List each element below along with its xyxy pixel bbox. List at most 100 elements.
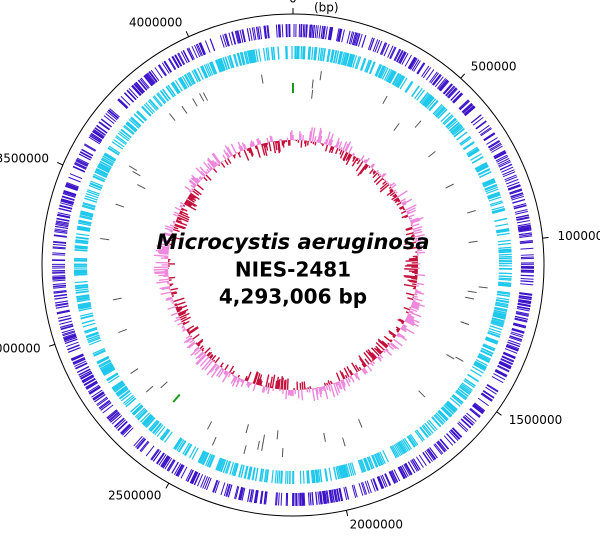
gene-forward (125, 93, 134, 102)
rna-feature (456, 357, 464, 361)
tick-mark (543, 237, 549, 238)
gene-reverse (406, 82, 413, 93)
gene-forward (58, 316, 71, 319)
gc-skew (380, 355, 383, 358)
gc-skew (302, 390, 303, 401)
rna-feature (133, 171, 141, 176)
gene-forward (232, 32, 235, 45)
gc-skew (370, 169, 374, 173)
rna-feature (446, 184, 454, 188)
gc-skew (414, 296, 418, 297)
gc-skew (388, 183, 389, 184)
gene-forward (260, 26, 262, 39)
gc-skew (351, 376, 354, 382)
gc-skew (413, 288, 416, 289)
rna-feature (469, 241, 478, 242)
gc-skew (385, 180, 386, 181)
gc-skew (175, 319, 181, 322)
gene-reverse (499, 257, 512, 258)
gc-skew (389, 187, 391, 188)
gene-forward (250, 28, 252, 41)
gene-reverse (498, 243, 511, 244)
gene-forward (69, 177, 81, 182)
tick-mark (186, 31, 188, 36)
gene-forward (313, 25, 314, 38)
rna-feature (161, 382, 168, 388)
rna-feature (359, 419, 363, 427)
gc-skew (171, 313, 177, 316)
gc-skew (327, 383, 328, 385)
gc-skew (384, 336, 391, 342)
gc-skew (202, 348, 204, 350)
gene-forward (303, 493, 304, 506)
gc-skew (411, 278, 417, 279)
rna-feature (446, 354, 454, 359)
gc-skew (269, 142, 271, 151)
gene-forward (119, 99, 128, 108)
rna-feature (312, 80, 313, 89)
gc-skew (272, 375, 274, 389)
gene-forward (315, 25, 316, 38)
rna-feature (137, 185, 145, 189)
rna-feature (116, 204, 125, 207)
gc-skew (418, 275, 426, 276)
gene-reverse (76, 289, 89, 291)
gene-forward (118, 99, 127, 108)
gc-skew (326, 145, 328, 151)
gene-forward (471, 115, 481, 123)
rna-feature (203, 93, 207, 101)
rna-feature (312, 90, 313, 99)
gc-skew (186, 336, 190, 339)
gene-forward (56, 306, 69, 308)
gc-skew (170, 301, 173, 302)
gc-skew (271, 136, 272, 141)
gene-forward (53, 280, 66, 281)
gene-reverse (494, 218, 507, 221)
gene-forward (52, 276, 65, 277)
gc-skew (341, 147, 342, 149)
tick-label: 3500000 (0, 151, 49, 165)
gc-skew (404, 209, 405, 210)
gc-skew (189, 334, 190, 335)
gc-skew (382, 351, 383, 352)
rna-feature (479, 287, 488, 288)
gene-reverse (192, 448, 198, 460)
gene-forward (310, 492, 311, 505)
gene-reverse (76, 234, 89, 236)
rna-feature (428, 151, 435, 157)
rna-feature (118, 329, 126, 332)
gene-forward (478, 398, 489, 406)
gc-skew (301, 140, 302, 147)
gene-forward (367, 481, 371, 493)
gc-skew (401, 211, 406, 213)
gene-reverse (405, 81, 412, 92)
rna-feature (467, 210, 476, 213)
rna-feature (461, 322, 470, 325)
gc-skew (263, 144, 264, 146)
gc-skew (360, 165, 367, 175)
gene-forward (319, 26, 320, 39)
gc-skew (173, 214, 178, 216)
gc-skew (404, 308, 410, 310)
gc-skew (358, 164, 367, 176)
gene-reverse (83, 323, 95, 327)
gc-skew (256, 145, 260, 157)
gene-reverse (89, 340, 101, 345)
gene-forward (521, 275, 534, 276)
tick-label: 4000000 (129, 16, 182, 30)
gene-reverse (498, 240, 511, 241)
rna-feature (129, 166, 137, 171)
gene-forward (482, 393, 493, 400)
gene-forward (487, 384, 498, 391)
rna-feature (212, 437, 216, 445)
gene-reverse (75, 282, 88, 283)
gc-skew (302, 382, 303, 390)
gc-skew (185, 187, 192, 192)
tick-mark (497, 412, 502, 416)
gene-reverse (329, 468, 331, 481)
gc-skew (176, 317, 179, 319)
gc-skew (228, 373, 230, 377)
rna-feature (207, 421, 211, 429)
gene-reverse (264, 48, 266, 61)
